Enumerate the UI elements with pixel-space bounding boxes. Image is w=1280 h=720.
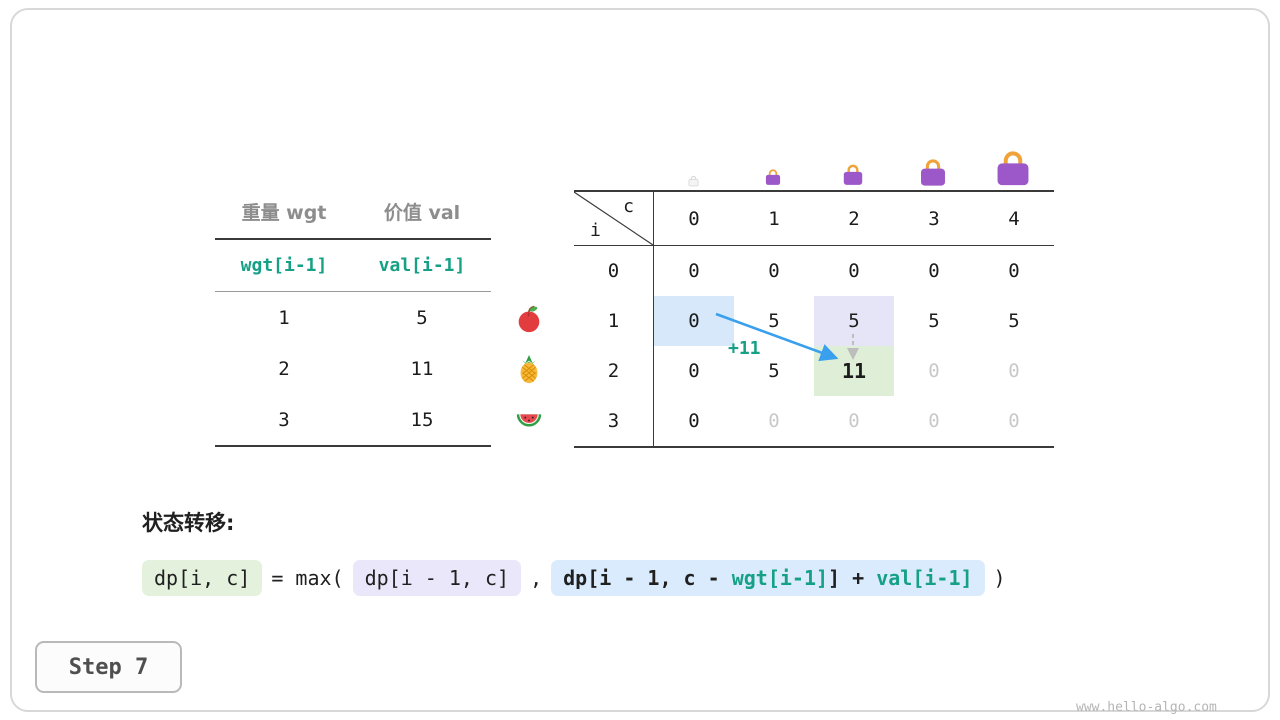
dp-cell-1-0: 0 bbox=[654, 296, 734, 346]
dp-cell-0-3: 0 bbox=[928, 260, 940, 282]
pineapple-icon bbox=[514, 354, 544, 384]
formula-arg1: dp[i - 1, c] bbox=[352, 560, 522, 596]
formula-lhs: dp[i, c] bbox=[142, 560, 263, 596]
transition-formula: dp[i, c] = max( dp[i - 1, c] , dp[i - 1,… bbox=[142, 560, 1006, 596]
formula-arg2-part: dp[i - 1, c - bbox=[563, 566, 732, 590]
item-weight-cell: 3 bbox=[278, 408, 290, 431]
item-table-header-row: 重量 wgt 价值 val bbox=[215, 185, 491, 240]
item-value-index-label: val[i-1] bbox=[378, 255, 466, 276]
item-weight-cell: 1 bbox=[278, 306, 290, 329]
dp-cell-1-4: 5 bbox=[1008, 310, 1020, 332]
dp-col-header-4: 4 bbox=[974, 192, 1054, 246]
dp-cell-2-1: 5 bbox=[768, 360, 780, 382]
state-transition-label: 状态转移: bbox=[142, 511, 235, 535]
dp-cell-0-4: 0 bbox=[1008, 260, 1020, 282]
item-weight-cell: 2 bbox=[278, 357, 290, 380]
dp-cell-0-2: 0 bbox=[848, 260, 860, 282]
item-table-row-2: 3 15 bbox=[215, 394, 491, 445]
watermelon-icon bbox=[514, 404, 544, 434]
formula-separator: , bbox=[530, 566, 543, 590]
item-table-index-row: wgt[i-1] val[i-1] bbox=[215, 240, 491, 292]
dp-col-header-3: 3 bbox=[894, 192, 974, 246]
dp-row-header-1: 1 bbox=[574, 296, 654, 346]
dp-col-header-1: 1 bbox=[734, 192, 814, 246]
item-table-header-weight: 重量 wgt bbox=[241, 202, 327, 224]
bag-icon-capacity-1 bbox=[763, 167, 783, 186]
dp-cell-3-1: 0 bbox=[768, 410, 780, 432]
formula-equals: = max( bbox=[271, 566, 344, 590]
formula-arg2-part: val[i-1] bbox=[876, 566, 973, 590]
dp-cell-2-3: 0 bbox=[928, 360, 940, 382]
step-button[interactable]: Step 7 bbox=[35, 641, 182, 693]
item-weight-index-label: wgt[i-1] bbox=[240, 255, 328, 276]
item-value-cell: 5 bbox=[416, 306, 428, 329]
corner-col-var: c bbox=[623, 196, 634, 217]
dp-row-header-3: 3 bbox=[574, 396, 654, 446]
item-table: 重量 wgt 价值 val wgt[i-1] val[i-1] 1 5 2 11 3 15 bbox=[215, 185, 491, 447]
max-transfer-arrow bbox=[715, 312, 839, 362]
bag-icon-capacity-3 bbox=[916, 156, 950, 187]
corner-row-var: i bbox=[590, 220, 601, 241]
apple-icon bbox=[514, 304, 544, 334]
dp-row-header-0: 0 bbox=[574, 246, 654, 296]
dp-col-header-0: 0 bbox=[654, 192, 734, 246]
dp-cell-1-1: 5 bbox=[768, 310, 780, 332]
dp-cell-3-3: 0 bbox=[928, 410, 940, 432]
dp-cell-3-0: 0 bbox=[688, 410, 700, 432]
bag-icon-capacity-4 bbox=[991, 147, 1035, 187]
formula-arg2-part: ] + bbox=[828, 566, 877, 590]
watermark: www.hello-algo.com bbox=[1076, 700, 1217, 715]
dp-cell-3-2: 0 bbox=[848, 410, 860, 432]
formula-close-paren: ) bbox=[993, 566, 1006, 590]
dp-cell-3-4: 0 bbox=[1008, 410, 1020, 432]
dp-cell-2-4: 0 bbox=[1008, 360, 1020, 382]
item-table-body: 1 5 2 11 3 15 bbox=[215, 292, 491, 445]
item-table-row-1: 2 11 bbox=[215, 343, 491, 394]
item-table-header-value: 价值 val bbox=[383, 202, 461, 224]
formula-arg2: dp[i - 1, c - wgt[i-1]] + val[i-1] bbox=[551, 560, 985, 596]
dp-cell-0-1: 0 bbox=[768, 260, 780, 282]
transition-arrows bbox=[715, 312, 859, 362]
dp-row-header-2: 2 bbox=[574, 346, 654, 396]
dp-cell-1-3: 5 bbox=[928, 310, 940, 332]
formula-arg2-part: wgt[i-1] bbox=[731, 566, 829, 590]
item-value-cell: 11 bbox=[410, 357, 434, 380]
bag-icon-capacity-2 bbox=[840, 162, 866, 186]
item-value-cell: 15 bbox=[410, 408, 434, 431]
add-value-annotation: +11 bbox=[728, 338, 761, 359]
dp-cell-0-0: 0 bbox=[688, 260, 700, 282]
corner-diagonal-line bbox=[574, 192, 653, 245]
dp-cell-2-0: 0 bbox=[688, 360, 700, 382]
bag-icon-capacity-0 bbox=[687, 172, 700, 187]
dp-col-header-2: 2 bbox=[814, 192, 894, 246]
